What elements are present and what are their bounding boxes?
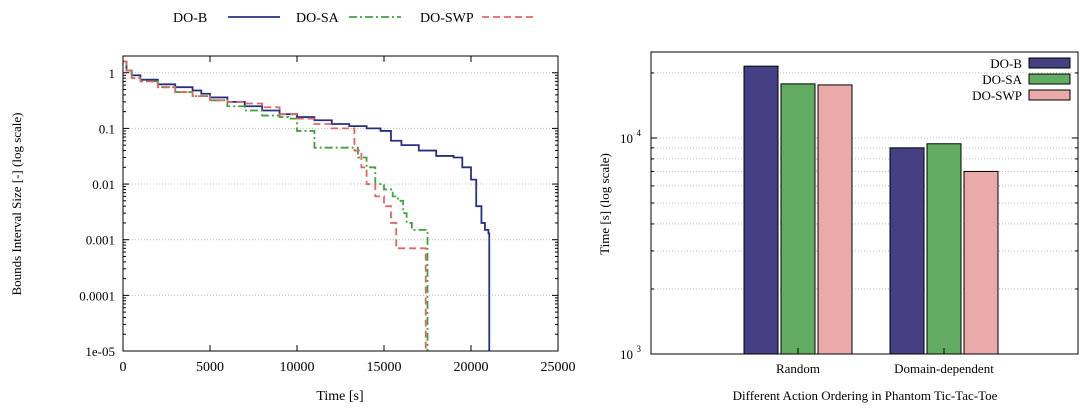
y-tick-exponent: 4 bbox=[637, 128, 642, 138]
bar-do-b-random bbox=[743, 65, 779, 355]
x-tick-label: Random bbox=[776, 361, 820, 376]
x-tick-label: 0 bbox=[120, 360, 127, 375]
line-chart-ticks: 1 0.1 0.01 0.001 0.0001 1e-05 0 5000 10000 15000 2… bbox=[79, 56, 576, 375]
line-chart-legend: DO-B DO-SA DO-SWP bbox=[173, 11, 534, 26]
y-tick-label: 0.0001 bbox=[79, 288, 115, 303]
line-chart-grid bbox=[123, 72, 558, 296]
y-tick-label: 0.1 bbox=[99, 121, 115, 136]
bar-chart-ylabel: Time [s] (log scale) bbox=[597, 153, 612, 255]
x-tick-label: 20000 bbox=[454, 360, 489, 375]
line-chart-series bbox=[123, 60, 491, 351]
x-tick-label: 5000 bbox=[196, 360, 224, 375]
x-tick-label: 15000 bbox=[367, 360, 402, 375]
y-tick-label: 1e-05 bbox=[85, 344, 115, 359]
x-tick-label: Domain-dependent bbox=[894, 361, 994, 376]
bar-do-sa-random bbox=[780, 83, 816, 355]
y-tick-label: 1 bbox=[109, 66, 116, 81]
bar-chart-ticks: 10 4 10 3 Random Domain-dependent bbox=[620, 72, 1078, 376]
bar-chart-grid bbox=[651, 72, 1078, 290]
legend-swatch-do-swp bbox=[1028, 89, 1071, 101]
legend-label-do-sa: DO-SA bbox=[982, 72, 1022, 87]
line-chart-xlabel: Time [s] bbox=[316, 389, 363, 404]
y-tick-label: 0.01 bbox=[92, 177, 115, 192]
bar-do-sa-domain-dependent bbox=[926, 143, 962, 355]
bar-chart-xlabel: Different Action Ordering in Phantom Tic… bbox=[733, 388, 998, 403]
series-line-do-sa bbox=[123, 60, 429, 351]
x-tick-label: 10000 bbox=[280, 360, 315, 375]
line-chart-plot-frame bbox=[122, 55, 559, 352]
series-line-do-swp bbox=[123, 60, 427, 351]
legend-label-do-sa: DO-SA bbox=[296, 11, 340, 26]
legend-swatch-do-sa bbox=[1028, 73, 1071, 85]
bar-chart-bars bbox=[743, 65, 999, 355]
bar-chart: 10 4 10 3 Random Domain-dependent DO-BDO-SADO… bbox=[597, 51, 1079, 403]
y-tick-label: 0.001 bbox=[86, 233, 115, 248]
legend-label-do-swp: DO-SWP bbox=[972, 88, 1022, 103]
legend-label-do-b: DO-B bbox=[173, 11, 207, 26]
y-tick-label: 10 bbox=[620, 131, 633, 146]
legend-label-do-swp: DO-SWP bbox=[420, 11, 474, 26]
y-tick-exponent: 3 bbox=[637, 344, 642, 354]
bar-do-swp-random bbox=[817, 84, 853, 355]
bar-do-swp-domain-dependent bbox=[963, 170, 999, 355]
series-line-do-b bbox=[123, 60, 491, 351]
legend-label-do-b: DO-B bbox=[990, 56, 1022, 71]
bar-do-b-domain-dependent bbox=[889, 147, 925, 355]
y-tick-label: 10 bbox=[620, 347, 633, 362]
x-tick-label: 25000 bbox=[541, 360, 576, 375]
line-chart-ylabel: Bounds Interval Size [-] (log scale) bbox=[9, 112, 24, 295]
legend-swatch-do-b bbox=[1028, 57, 1071, 69]
line-chart: DO-B DO-SA DO-SWP 1 0.1 0.01 0.001 0.0001 1e-05… bbox=[9, 11, 576, 404]
